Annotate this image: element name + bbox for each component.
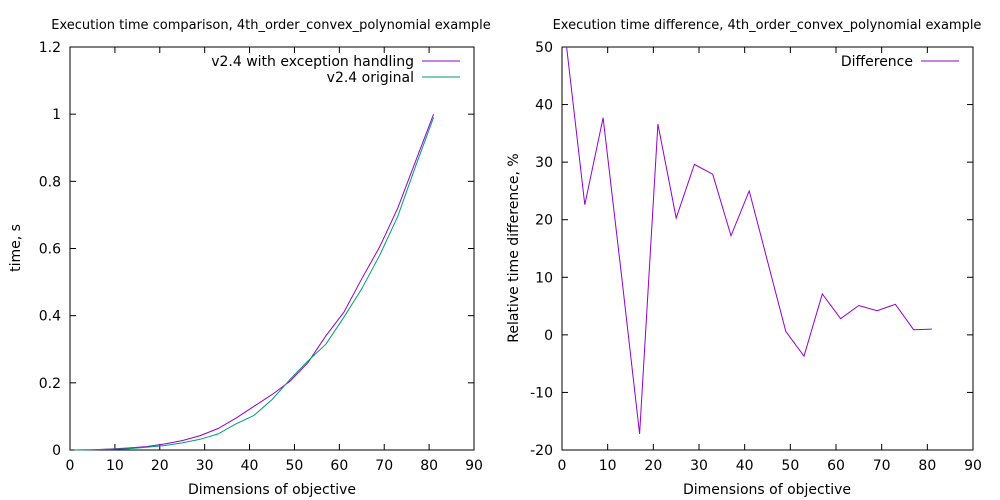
legend-entry-label: v2.4 with exception handling xyxy=(211,54,414,70)
chart-title: Execution time difference, 4th_order_con… xyxy=(553,18,982,33)
x-axis-label: Dimensions of objective xyxy=(683,482,851,498)
legend-entry-label: v2.4 original xyxy=(327,70,414,86)
plot-area: 0 10 20 30 40 50 60 70 80 90 -20 -10 0 10 20 30 40 50 Diff… xyxy=(530,40,982,474)
y-tick-label: -20 xyxy=(530,443,553,459)
x-tick-label: 90 xyxy=(964,458,982,474)
x-axis-label: Dimensions of objective xyxy=(188,482,356,498)
x-tick-label: 20 xyxy=(644,458,662,474)
plot-frame xyxy=(561,46,974,451)
plot-frame xyxy=(69,46,475,451)
chart-panel-time-difference: Execution time difference, 4th_order_con… xyxy=(506,18,982,498)
x-tick-label: 60 xyxy=(827,458,845,474)
y-tick-label: 0 xyxy=(52,443,61,459)
x-tick-label: 40 xyxy=(241,458,259,474)
chart-title: Execution time comparison, 4th_order_con… xyxy=(51,18,491,33)
x-tick-label: 50 xyxy=(286,458,304,474)
y-tick-label: -10 xyxy=(530,385,553,401)
x-tick-label: 60 xyxy=(330,458,348,474)
y-axis-label: time, s xyxy=(8,224,24,272)
y-tick-label: 0 xyxy=(544,328,553,344)
y-tick-label: 0.2 xyxy=(39,376,61,392)
y-tick-label: 20 xyxy=(535,213,553,229)
x-tick-label: 50 xyxy=(781,458,799,474)
x-tick-label: 70 xyxy=(873,458,891,474)
x-tick-label: 80 xyxy=(918,458,936,474)
y-tick-label: 30 xyxy=(535,155,553,171)
x-tick-label: 10 xyxy=(106,458,124,474)
chart-panel-time-comparison: Execution time comparison, 4th_order_con… xyxy=(8,18,491,498)
x-tick-label: 10 xyxy=(599,458,617,474)
y-tick-label: 40 xyxy=(535,98,553,114)
y-tick-label: 1 xyxy=(52,107,61,123)
series-line xyxy=(74,114,435,451)
x-tick-label: 30 xyxy=(690,458,708,474)
y-tick-label: 1.2 xyxy=(39,40,61,56)
series-line xyxy=(566,46,932,434)
x-tick-label: 40 xyxy=(736,458,754,474)
x-tick-label: 90 xyxy=(465,458,483,474)
x-tick-label: 0 xyxy=(558,458,567,474)
legend-entry-label: Difference xyxy=(841,54,913,70)
plot-area: 0 10 20 30 40 50 60 70 80 90 0 0.2 0.4 0.6 0.8 1 1.2 v2.4… xyxy=(39,40,483,474)
x-tick-label: 20 xyxy=(151,458,169,474)
y-tick-label: 50 xyxy=(535,40,553,56)
x-tick-label: 70 xyxy=(375,458,393,474)
x-tick-label: 0 xyxy=(66,458,75,474)
y-tick-label: 10 xyxy=(535,270,553,286)
x-tick-label: 80 xyxy=(420,458,438,474)
y-tick-label: 0.4 xyxy=(39,309,61,325)
series-line xyxy=(74,117,435,451)
y-tick-label: 0.6 xyxy=(39,242,61,258)
y-tick-label: 0.8 xyxy=(39,174,61,190)
x-tick-label: 30 xyxy=(196,458,214,474)
y-axis-label: Relative time difference, % xyxy=(506,153,522,342)
